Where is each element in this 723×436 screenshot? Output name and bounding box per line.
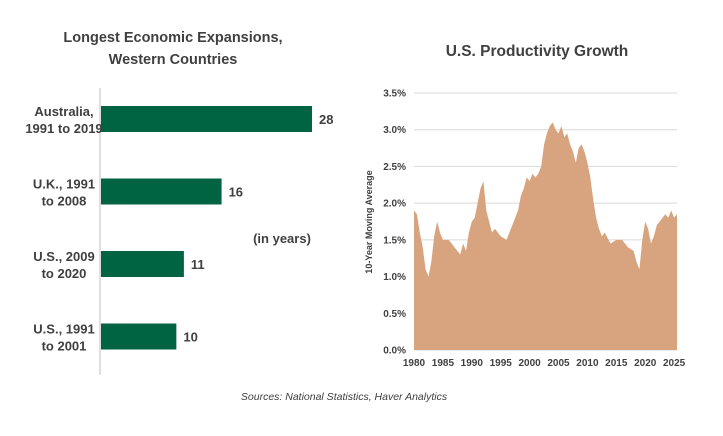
- area-x-tick-2: 1990: [461, 358, 484, 369]
- bar-category-label-2-line-0: U.S., 2009: [33, 249, 94, 264]
- bar-2: [101, 251, 184, 277]
- bar-value-label-1: 16: [229, 185, 243, 200]
- bar-category-label-0-line-0: Australia,: [34, 104, 93, 119]
- area-x-tick-4: 2000: [518, 358, 541, 369]
- area-chart-y-axis-label: 10-Year Moving Average: [364, 170, 374, 273]
- area-chart-y-ticks: 0.0% 0.5% 1.0% 1.5% 2.0% 2.5% 3.0% 3.5%: [383, 89, 406, 357]
- bar-category-label-1-line-1: to 2008: [42, 194, 87, 209]
- area-y-tick-0: 0.0%: [383, 346, 406, 357]
- area-x-tick-8: 2020: [634, 358, 657, 369]
- area-y-tick-7: 3.5%: [383, 89, 406, 100]
- bar-category-label-2-line-1: to 2020: [42, 266, 87, 281]
- bar-category-label-1-line-0: U.K., 1991: [33, 177, 95, 192]
- bar-category-label-0-line-1: 1991 to 2019: [25, 121, 102, 136]
- area-series-fill: [414, 122, 677, 351]
- area-x-tick-1: 1985: [432, 358, 455, 369]
- bar-chart: Longest Economic Expansions, Western Cou…: [25, 30, 333, 375]
- area-y-tick-2: 1.0%: [383, 272, 406, 283]
- area-y-tick-6: 3.0%: [383, 125, 406, 136]
- bar-value-label-3: 10: [183, 330, 197, 345]
- area-x-tick-3: 1995: [490, 358, 513, 369]
- bar-value-label-0: 28: [319, 112, 333, 127]
- area-x-tick-9: 2025: [663, 358, 686, 369]
- bar-chart-annotation: (in years): [253, 231, 311, 246]
- area-x-tick-6: 2010: [576, 358, 599, 369]
- bar-chart-title-line-2: Western Countries: [109, 52, 238, 68]
- bar-value-label-2: 11: [191, 257, 205, 272]
- area-x-tick-0: 1980: [403, 358, 426, 369]
- area-y-tick-1: 0.5%: [383, 309, 406, 320]
- bar-category-label-3-line-0: U.S., 1991: [33, 322, 94, 337]
- area-chart: U.S. Productivity Growth 0.0% 0.5% 1.0% 1.5…: [364, 43, 686, 369]
- area-x-tick-7: 2015: [605, 358, 628, 369]
- area-chart-x-ticks: 1980 1985 1990 1995 2000 2005 2010 2015 2020 2025: [403, 358, 686, 369]
- bar-category-label-3-line-1: to 2001: [42, 339, 87, 354]
- source-note: Sources: National Statistics, Haver Anal…: [241, 391, 448, 403]
- bar-chart-title-line-1: Longest Economic Expansions,: [63, 30, 282, 46]
- area-x-tick-5: 2005: [547, 358, 570, 369]
- bar-3: [101, 323, 177, 350]
- bar-1: [101, 178, 222, 205]
- bar-0: [101, 106, 312, 132]
- area-chart-title: U.S. Productivity Growth: [446, 43, 629, 60]
- area-y-tick-4: 2.0%: [383, 199, 406, 210]
- area-y-tick-3: 1.5%: [383, 235, 406, 246]
- area-y-tick-5: 2.5%: [383, 162, 406, 173]
